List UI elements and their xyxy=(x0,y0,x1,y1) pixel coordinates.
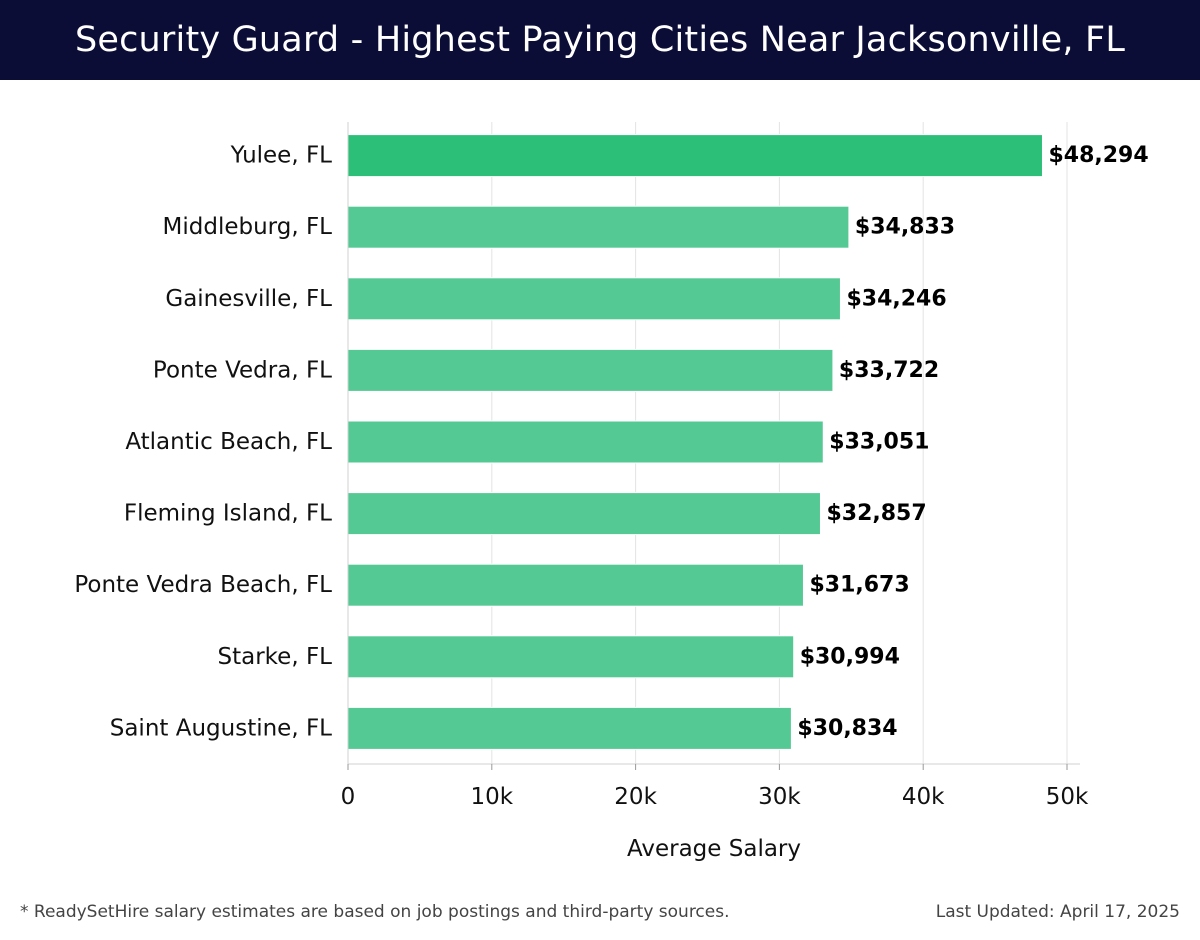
x-tick-label: 50k xyxy=(1046,784,1089,810)
bar xyxy=(347,492,821,536)
bar xyxy=(347,277,841,321)
category-label: Atlantic Beach, FL xyxy=(125,429,332,455)
category-label: Gainesville, FL xyxy=(165,286,332,312)
footer-note: * ReadySetHire salary estimates are base… xyxy=(20,902,730,922)
category-label: Fleming Island, FL xyxy=(124,501,332,527)
value-label: $30,834 xyxy=(797,716,897,741)
bar-chart: Yulee, FL $48,294 Middleburg, FL $34,833 Gai… xyxy=(74,122,1149,862)
last-updated: Last Updated: April 17, 2025 xyxy=(935,902,1180,922)
bar xyxy=(347,563,804,607)
chart-title: Security Guard - Highest Paying Cities N… xyxy=(74,20,1126,60)
bar xyxy=(347,420,824,464)
x-tick-label: 0 xyxy=(341,784,356,810)
value-label: $34,833 xyxy=(855,215,955,240)
category-label: Middleburg, FL xyxy=(163,214,333,240)
category-label: Ponte Vedra, FL xyxy=(153,357,332,383)
category-label: Yulee, FL xyxy=(230,143,333,169)
x-tick-label: 20k xyxy=(614,784,657,810)
bar xyxy=(347,635,795,679)
category-label: Saint Augustine, FL xyxy=(110,715,332,741)
bar xyxy=(347,134,1043,178)
bar xyxy=(347,205,850,249)
value-label: $32,857 xyxy=(826,501,926,526)
x-tick-label: 40k xyxy=(902,784,945,810)
bar xyxy=(347,348,834,392)
value-label: $33,722 xyxy=(839,358,939,383)
x-axis-label: Average Salary xyxy=(627,836,801,862)
chart-header: Security Guard - Highest Paying Cities N… xyxy=(0,0,1200,80)
x-tick-label: 30k xyxy=(758,784,801,810)
category-label: Ponte Vedra Beach, FL xyxy=(74,572,332,598)
bars: Yulee, FL $48,294 Middleburg, FL $34,833 Gai… xyxy=(74,134,1149,750)
value-label: $30,994 xyxy=(800,644,900,669)
x-tick-label: 10k xyxy=(471,784,514,810)
bar xyxy=(347,706,792,750)
x-axis: 0 10k 20k 30k 40k 50k xyxy=(341,122,1089,810)
value-label: $48,294 xyxy=(1048,143,1148,168)
category-label: Starke, FL xyxy=(218,644,333,670)
value-label: $34,246 xyxy=(846,286,946,311)
value-label: $33,051 xyxy=(829,430,929,455)
value-label: $31,673 xyxy=(809,573,909,598)
